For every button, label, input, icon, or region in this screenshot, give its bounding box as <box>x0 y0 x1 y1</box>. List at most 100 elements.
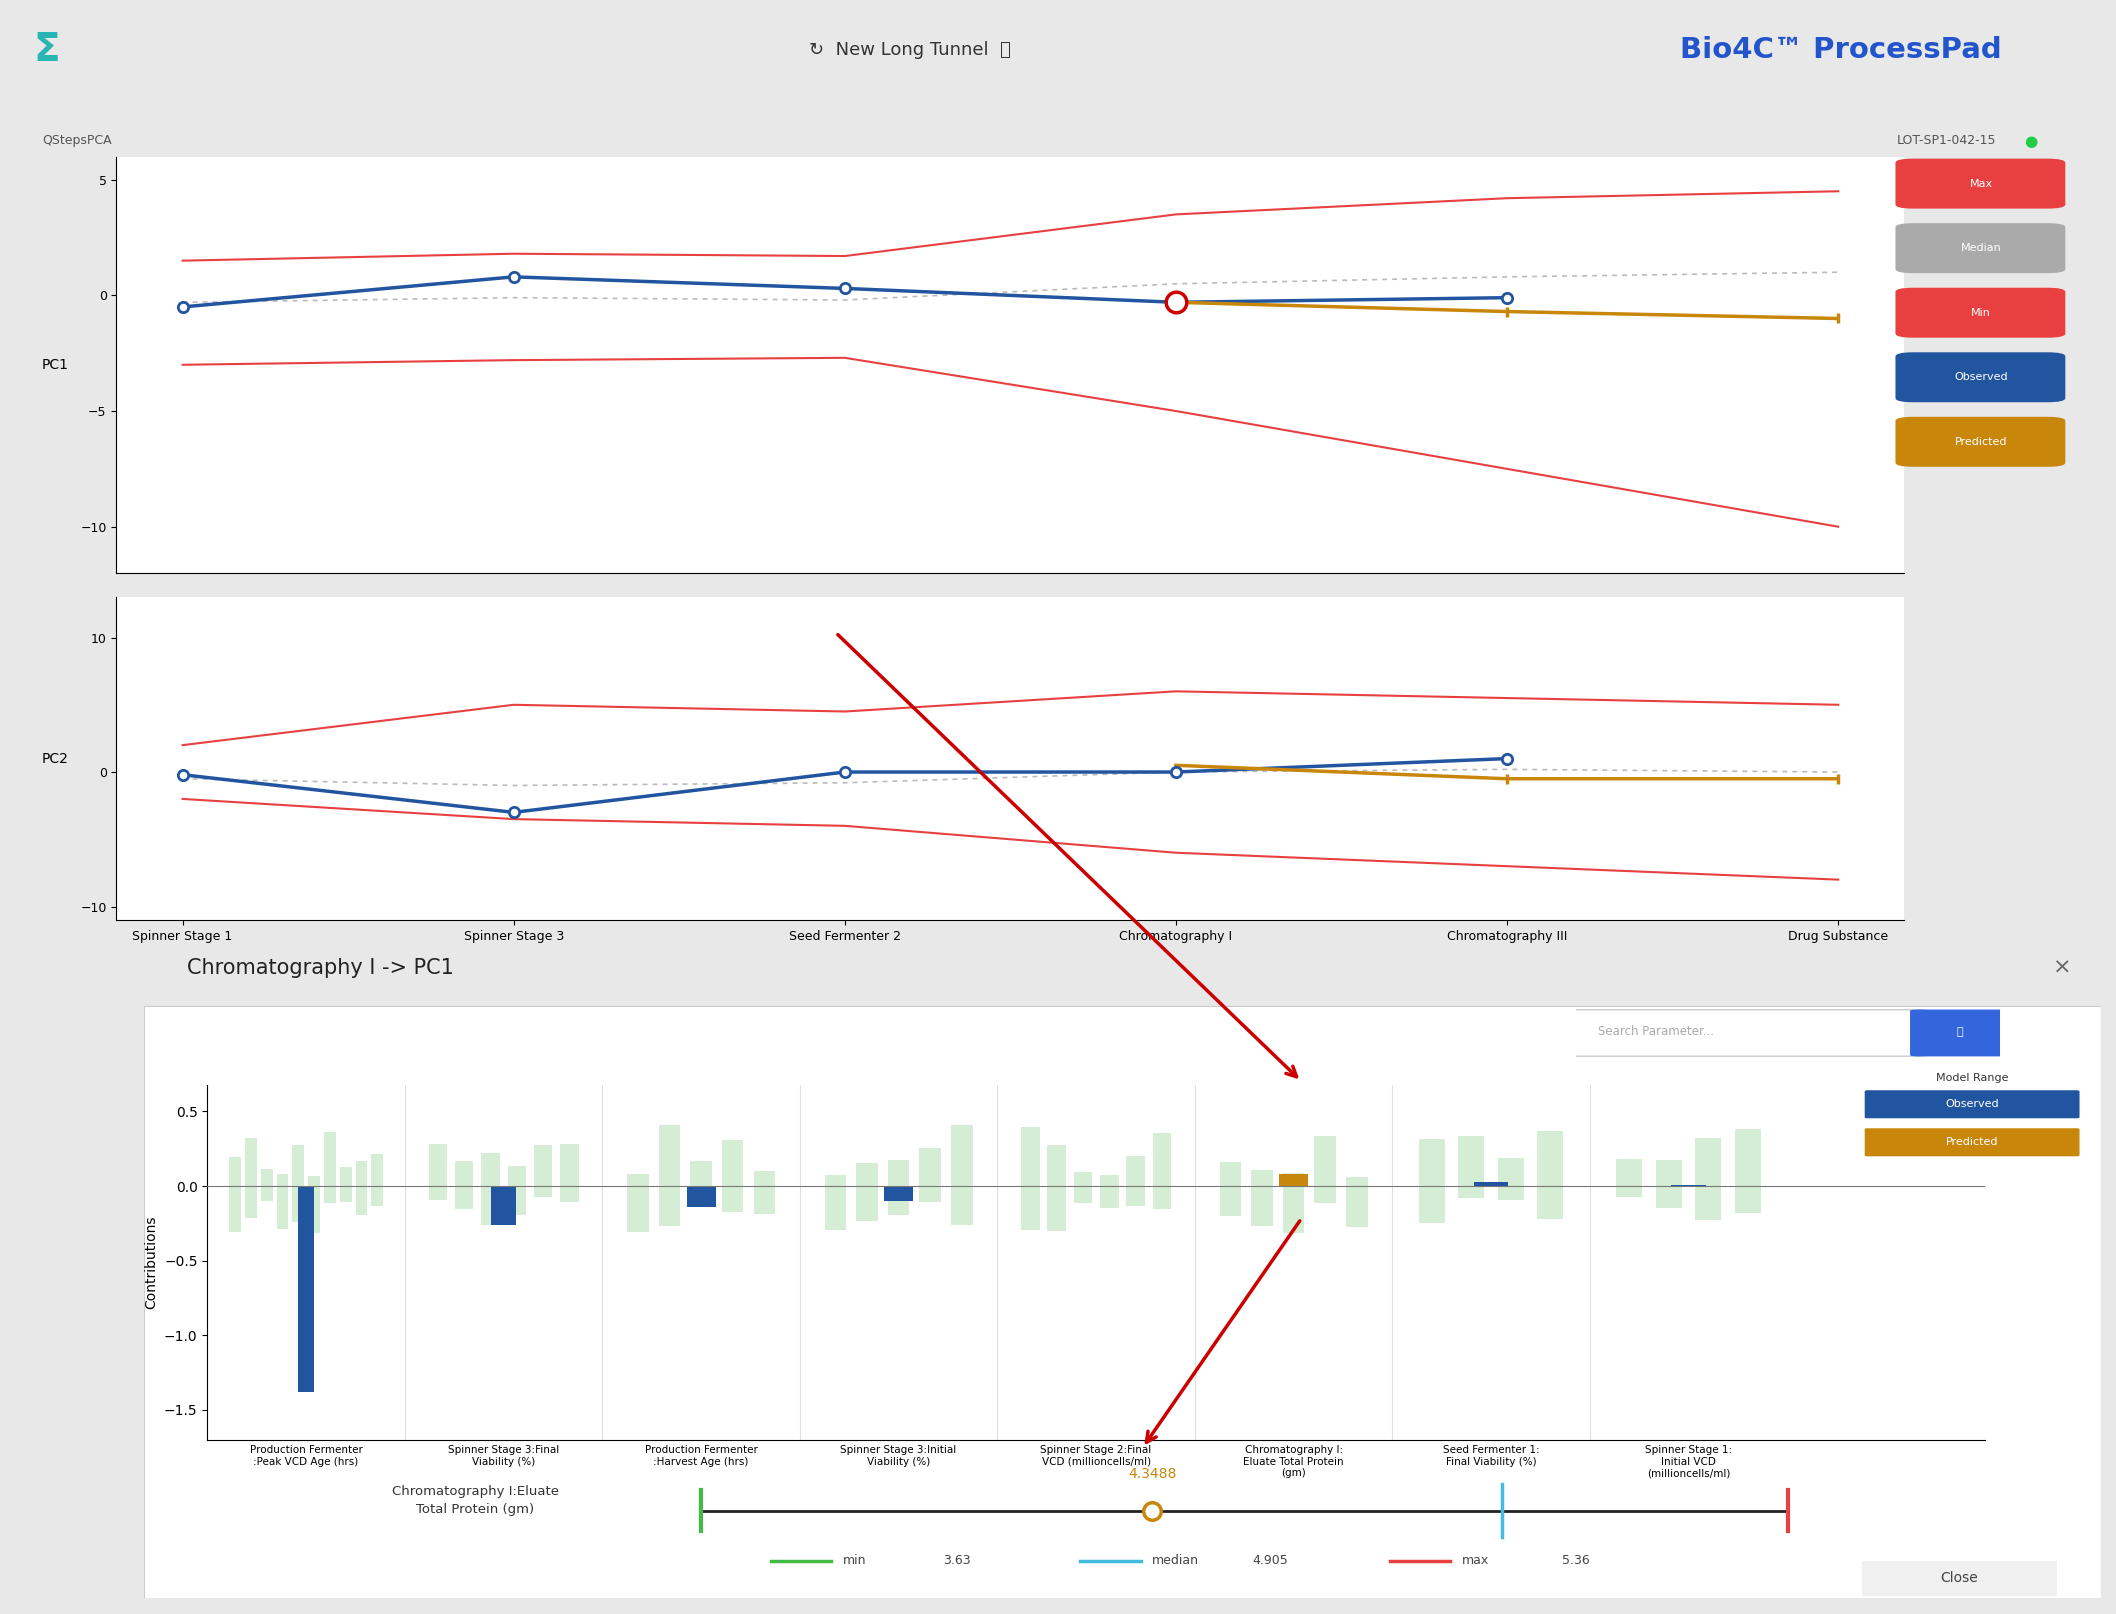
Bar <box>1073 1186 1092 1202</box>
FancyBboxPatch shape <box>1911 1010 2008 1056</box>
Y-axis label: PC1: PC1 <box>42 358 70 371</box>
Bar <box>884 1186 914 1201</box>
Bar <box>918 1186 942 1202</box>
Text: Predicted: Predicted <box>1955 437 2008 447</box>
Text: max: max <box>1462 1554 1490 1567</box>
Bar <box>1420 1139 1445 1186</box>
Bar <box>1022 1186 1039 1230</box>
Text: 4.905: 4.905 <box>1253 1554 1289 1567</box>
Bar <box>889 1160 910 1186</box>
Point <box>1490 284 1524 310</box>
Bar <box>1420 1186 1445 1223</box>
Bar <box>950 1125 973 1186</box>
Bar <box>626 1173 650 1186</box>
Text: Chromatography I -> PC1: Chromatography I -> PC1 <box>186 959 453 978</box>
Bar <box>1153 1186 1170 1209</box>
Bar <box>1251 1170 1274 1186</box>
Bar <box>1458 1136 1483 1186</box>
Bar <box>309 1186 320 1233</box>
Bar <box>455 1186 474 1209</box>
Bar <box>298 1186 313 1391</box>
Text: Search Parameter...: Search Parameter... <box>1598 1025 1714 1038</box>
Bar <box>370 1154 383 1186</box>
Bar <box>1126 1186 1145 1206</box>
Bar <box>1498 1157 1524 1186</box>
Bar <box>229 1186 241 1231</box>
Point <box>1160 289 1193 315</box>
Text: 5.36: 5.36 <box>1562 1554 1589 1567</box>
Bar <box>1695 1138 1720 1186</box>
FancyBboxPatch shape <box>1864 1128 2080 1156</box>
Bar <box>825 1175 846 1186</box>
Bar <box>1538 1131 1564 1186</box>
Bar <box>430 1186 446 1201</box>
Point <box>827 276 861 302</box>
Text: Close: Close <box>1940 1572 1978 1585</box>
Bar <box>1126 1156 1145 1186</box>
Bar <box>277 1173 288 1186</box>
Bar <box>1735 1130 1761 1186</box>
Bar <box>626 1186 650 1231</box>
Bar <box>1219 1162 1242 1186</box>
Point <box>497 799 531 825</box>
FancyBboxPatch shape <box>1896 158 2065 208</box>
Bar <box>260 1186 273 1201</box>
Bar <box>753 1170 774 1186</box>
Text: Max: Max <box>1970 179 1993 189</box>
Bar <box>508 1167 527 1186</box>
Bar <box>1282 1186 1303 1233</box>
Bar <box>370 1186 383 1206</box>
Bar <box>1346 1186 1367 1227</box>
Point <box>1822 767 1856 792</box>
Bar <box>491 1186 516 1225</box>
Bar <box>857 1164 878 1186</box>
FancyBboxPatch shape <box>144 1006 2101 1598</box>
Text: LOT-SP1-042-15: LOT-SP1-042-15 <box>1896 134 1995 147</box>
Bar <box>1251 1186 1274 1227</box>
Bar <box>260 1169 273 1186</box>
Bar <box>1100 1175 1119 1186</box>
Bar <box>686 1186 715 1207</box>
Bar <box>430 1144 446 1186</box>
Bar <box>292 1144 305 1186</box>
Text: 🔍: 🔍 <box>1955 1027 1964 1036</box>
Bar <box>1047 1144 1066 1186</box>
Bar <box>229 1157 241 1186</box>
Bar <box>533 1186 552 1198</box>
Bar <box>690 1160 711 1186</box>
Text: Predicted: Predicted <box>1947 1138 1998 1148</box>
Bar <box>1695 1186 1720 1220</box>
Text: Min: Min <box>1972 308 1991 318</box>
Point <box>1490 746 1524 771</box>
Bar <box>1047 1186 1066 1231</box>
Text: Σ: Σ <box>34 31 59 69</box>
Bar <box>1219 1186 1242 1215</box>
Point <box>1490 767 1524 792</box>
Bar <box>918 1148 942 1186</box>
Bar <box>690 1186 711 1199</box>
Point <box>165 762 199 788</box>
Bar <box>1022 1127 1039 1186</box>
Bar <box>455 1162 474 1186</box>
Bar <box>324 1133 336 1186</box>
Bar <box>950 1186 973 1225</box>
Text: 4.3488: 4.3488 <box>1128 1467 1176 1482</box>
Bar <box>245 1186 256 1219</box>
FancyBboxPatch shape <box>1896 223 2065 273</box>
Point <box>1822 305 1856 331</box>
Bar <box>1657 1186 1682 1207</box>
Bar <box>508 1186 527 1215</box>
Text: Chromatography I:Eluate
Total Protein (gm): Chromatography I:Eluate Total Protein (g… <box>391 1485 559 1516</box>
Bar <box>658 1125 681 1186</box>
Text: Bio4C™ ProcessPad: Bio4C™ ProcessPad <box>1680 37 2002 65</box>
Bar <box>1617 1159 1642 1186</box>
Bar <box>533 1146 552 1186</box>
Point <box>1136 1498 1170 1524</box>
FancyBboxPatch shape <box>1564 1010 1928 1056</box>
Bar <box>341 1186 351 1202</box>
Bar <box>324 1186 336 1204</box>
Bar <box>1073 1172 1092 1186</box>
Bar <box>889 1186 910 1215</box>
Text: QStepsPCA: QStepsPCA <box>42 134 112 147</box>
Bar <box>277 1186 288 1228</box>
